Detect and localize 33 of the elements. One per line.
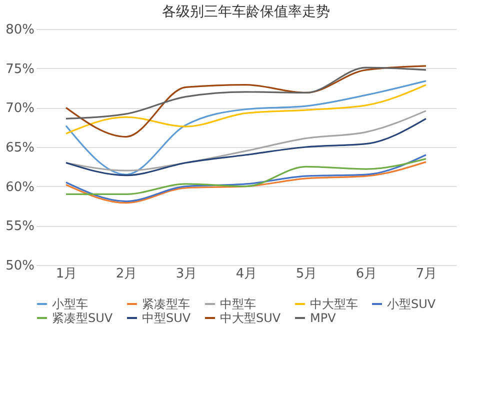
line-series: [65, 110, 427, 172]
legend-label: 小型SUV: [387, 297, 436, 311]
y-tick-label: 65%: [6, 140, 34, 156]
legend-label: 紧凑型SUV: [52, 311, 114, 325]
x-tick-label: 6月: [356, 266, 378, 282]
legend-label: 中型SUV: [142, 311, 192, 325]
x-tick-label: 3月: [176, 266, 198, 282]
legend-label: 中大型车: [310, 297, 358, 311]
legend-label: 中大型SUV: [220, 311, 282, 325]
line-series: [65, 154, 427, 202]
legend-label: MPV: [310, 311, 337, 325]
y-tick-label: 50%: [6, 258, 34, 274]
y-tick-label: 60%: [6, 180, 34, 195]
y-tick-label: 75%: [6, 62, 34, 77]
legend-label: 中型车: [220, 297, 256, 311]
x-tick-label: 1月: [56, 266, 78, 282]
x-tick-label: 5月: [296, 266, 318, 282]
y-tick-label: 55%: [6, 219, 34, 234]
chart-title: 各级别三年车龄保值率走势: [162, 4, 330, 20]
line-series: [65, 84, 427, 134]
line-series: [65, 80, 427, 176]
y-tick-label: 80%: [6, 22, 34, 38]
line-series: [65, 118, 427, 176]
line-series: [65, 161, 427, 204]
x-tick-label: 2月: [116, 266, 138, 282]
x-tick-label: 4月: [236, 266, 258, 282]
line-series: [65, 158, 427, 195]
legend-label: 紧凑型车: [142, 297, 190, 311]
line-series: [65, 66, 427, 120]
y-tick-label: 70%: [6, 101, 34, 116]
x-tick-label: 7月: [416, 266, 438, 282]
line-series: [65, 65, 427, 138]
legend-label: 小型车: [52, 297, 88, 311]
